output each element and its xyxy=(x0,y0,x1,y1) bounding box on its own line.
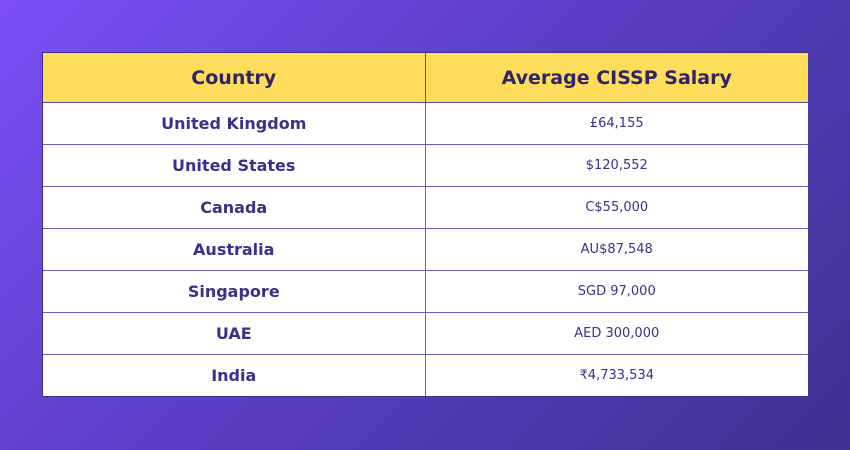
header-country: Country xyxy=(43,53,426,103)
country-cell: United Kingdom xyxy=(43,102,426,145)
country-cell: Singapore xyxy=(43,270,426,313)
table-header-row: Country Average CISSP Salary xyxy=(43,53,808,103)
table-row: United States $120,552 xyxy=(43,144,808,187)
table-row: Singapore SGD 97,000 xyxy=(43,270,808,313)
salary-table-grid: Country Average CISSP Salary United King… xyxy=(43,53,808,396)
country-cell: India xyxy=(43,354,426,396)
salary-cell: C$55,000 xyxy=(425,186,808,229)
salary-cell: AED 300,000 xyxy=(425,312,808,355)
salary-cell: AU$87,548 xyxy=(425,228,808,271)
salary-cell: ₹4,733,534 xyxy=(425,354,808,396)
salary-table: Country Average CISSP Salary United King… xyxy=(42,52,808,397)
country-cell: Australia xyxy=(43,228,426,271)
header-average-salary: Average CISSP Salary xyxy=(425,53,808,103)
country-cell: Canada xyxy=(43,186,426,229)
salary-cell: £64,155 xyxy=(425,102,808,145)
table-row: Canada C$55,000 xyxy=(43,186,808,229)
salary-cell: SGD 97,000 xyxy=(425,270,808,313)
table-row: UAE AED 300,000 xyxy=(43,312,808,355)
table-row: United Kingdom £64,155 xyxy=(43,102,808,145)
table-row: India ₹4,733,534 xyxy=(43,354,808,396)
salary-cell: $120,552 xyxy=(425,144,808,187)
country-cell: United States xyxy=(43,144,426,187)
table-row: Australia AU$87,548 xyxy=(43,228,808,271)
country-cell: UAE xyxy=(43,312,426,355)
